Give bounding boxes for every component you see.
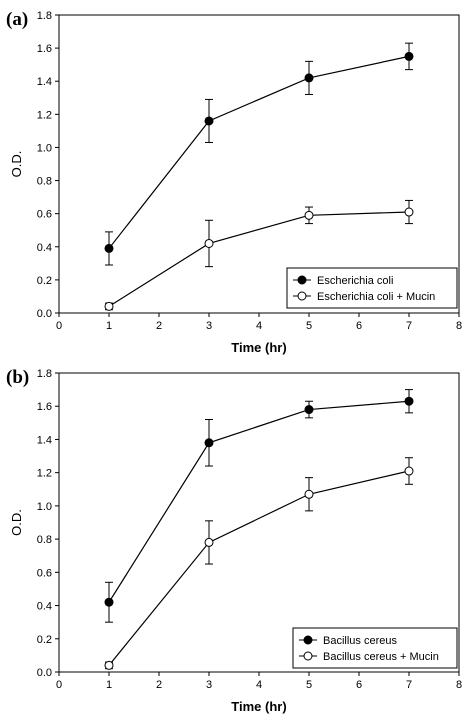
y-axis-label: O.D. (9, 509, 24, 536)
y-tick-label: 0.8 (37, 534, 52, 546)
y-tick-label: 1.4 (37, 434, 52, 446)
series-line (108, 470, 410, 666)
x-tick-label: 3 (206, 320, 212, 332)
data-point (404, 396, 414, 406)
x-tick-label: 7 (406, 679, 412, 691)
y-tick-label: 1.8 (37, 368, 52, 380)
data-point (304, 489, 314, 499)
data-point (304, 73, 314, 83)
legend-box (286, 267, 458, 309)
x-tick-label: 5 (306, 679, 312, 691)
legend-marker (303, 635, 313, 645)
data-point (204, 116, 214, 126)
panel-label: (b) (6, 367, 29, 388)
data-point (204, 238, 214, 248)
x-tick-label: 0 (56, 320, 62, 332)
data-point (304, 405, 314, 415)
x-tick-label: 8 (456, 679, 462, 691)
x-axis-label: Time (hr) (231, 699, 286, 714)
y-tick-label: 0.6 (37, 209, 52, 221)
legend-marker (297, 291, 307, 301)
series-line (108, 400, 410, 603)
series-line (108, 55, 410, 249)
data-point (404, 466, 414, 476)
data-point (204, 537, 214, 547)
y-tick-label: 1.6 (37, 43, 52, 55)
x-tick-label: 2 (156, 320, 162, 332)
legend-entry: Escherichia coli (317, 275, 393, 287)
y-tick-label: 1.2 (37, 468, 52, 480)
x-axis-label: Time (hr) (231, 340, 286, 355)
y-tick-label: 1.8 (37, 10, 52, 22)
data-point (104, 597, 114, 607)
x-tick-label: 0 (56, 679, 62, 691)
y-axis-label: O.D. (9, 151, 24, 178)
panel-label: (a) (6, 9, 28, 30)
x-tick-label: 1 (106, 320, 112, 332)
panel-a: (a) 0 1 2 3 4 5 6 7 8 0.0 0.2 0.4 0.6 0.8 1.0 1.2 1.4 1.6 1… (6, 9, 462, 355)
plot-frame (58, 372, 460, 673)
data-point (104, 660, 114, 670)
y-tick-label: 1.0 (37, 501, 52, 513)
y-tick-label: 0.0 (37, 308, 52, 320)
legend-entry: Bacillus cereus (323, 635, 397, 647)
data-point (104, 243, 114, 253)
x-tick-label: 6 (356, 679, 362, 691)
x-tick-label: 5 (306, 320, 312, 332)
y-tick-label: 1.0 (37, 142, 52, 154)
x-tick-label: 3 (206, 679, 212, 691)
data-point (204, 438, 214, 448)
x-tick-label: 7 (406, 320, 412, 332)
x-tick-label: 6 (356, 320, 362, 332)
y-tick-label: 0.8 (37, 176, 52, 188)
y-tick-label: 0.4 (37, 601, 52, 613)
panel-b: (b) 0 1 2 3 4 5 6 7 8 0.0 0.2 0.4 0.6 0.8 1.0 1.2 1.4 1.6 1… (6, 367, 462, 714)
data-point (304, 210, 314, 220)
y-tick-label: 0.2 (37, 275, 52, 287)
legend-marker (297, 275, 307, 285)
y-tick-label: 0.2 (37, 634, 52, 646)
legend-entry: Bacillus cereus + Mucin (323, 651, 439, 663)
x-tick-label: 4 (256, 320, 262, 332)
y-tick-label: 0.4 (37, 242, 52, 254)
series-line (108, 211, 410, 307)
legend-box (292, 627, 458, 669)
data-point (404, 207, 414, 217)
legend-entry: Escherichia coli + Mucin (317, 291, 435, 303)
data-point (104, 301, 114, 311)
x-tick-label: 4 (256, 679, 262, 691)
y-tick-label: 1.2 (37, 109, 52, 121)
x-tick-label: 2 (156, 679, 162, 691)
y-tick-label: 0.0 (37, 667, 52, 679)
data-point (404, 51, 414, 61)
y-tick-label: 1.6 (37, 401, 52, 413)
legend-marker (303, 651, 313, 661)
y-tick-label: 1.4 (37, 76, 52, 88)
x-tick-label: 8 (456, 320, 462, 332)
x-tick-label: 1 (106, 679, 112, 691)
y-tick-label: 0.6 (37, 567, 52, 579)
